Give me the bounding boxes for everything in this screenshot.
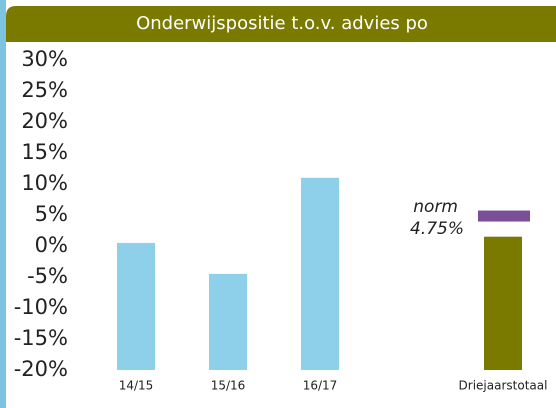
- y-tick-label: 10%: [21, 171, 68, 195]
- bar: [301, 177, 339, 370]
- bar: [209, 273, 247, 370]
- norm-value-label: 4.75%: [410, 219, 464, 239]
- norm-label: norm: [413, 197, 458, 217]
- y-tick-label: 20%: [21, 109, 68, 133]
- side-strip: [0, 0, 6, 408]
- x-tick-label: 15/16: [211, 379, 246, 393]
- y-tick-label: 30%: [21, 47, 68, 71]
- x-tick-label: 14/15: [119, 379, 154, 393]
- y-tick-label: 5%: [35, 202, 68, 226]
- bar: [117, 242, 155, 370]
- y-tick-label: -5%: [27, 264, 68, 288]
- x-tick-label: 16/17: [303, 379, 338, 393]
- bar: [484, 236, 522, 370]
- y-tick-label: -10%: [14, 295, 68, 319]
- y-tick-label: 25%: [21, 78, 68, 102]
- y-tick-label: 15%: [21, 140, 68, 164]
- y-tick-label: -20%: [14, 357, 68, 381]
- title-banner: [6, 6, 556, 42]
- y-tick-label: -15%: [14, 326, 68, 350]
- y-tick-label: 0%: [35, 233, 68, 257]
- norm-marker: [478, 210, 530, 222]
- chart-title: Onderwijspositie t.o.v. advies po: [136, 13, 428, 34]
- x-tick-label: Driejaarstotaal: [459, 379, 548, 393]
